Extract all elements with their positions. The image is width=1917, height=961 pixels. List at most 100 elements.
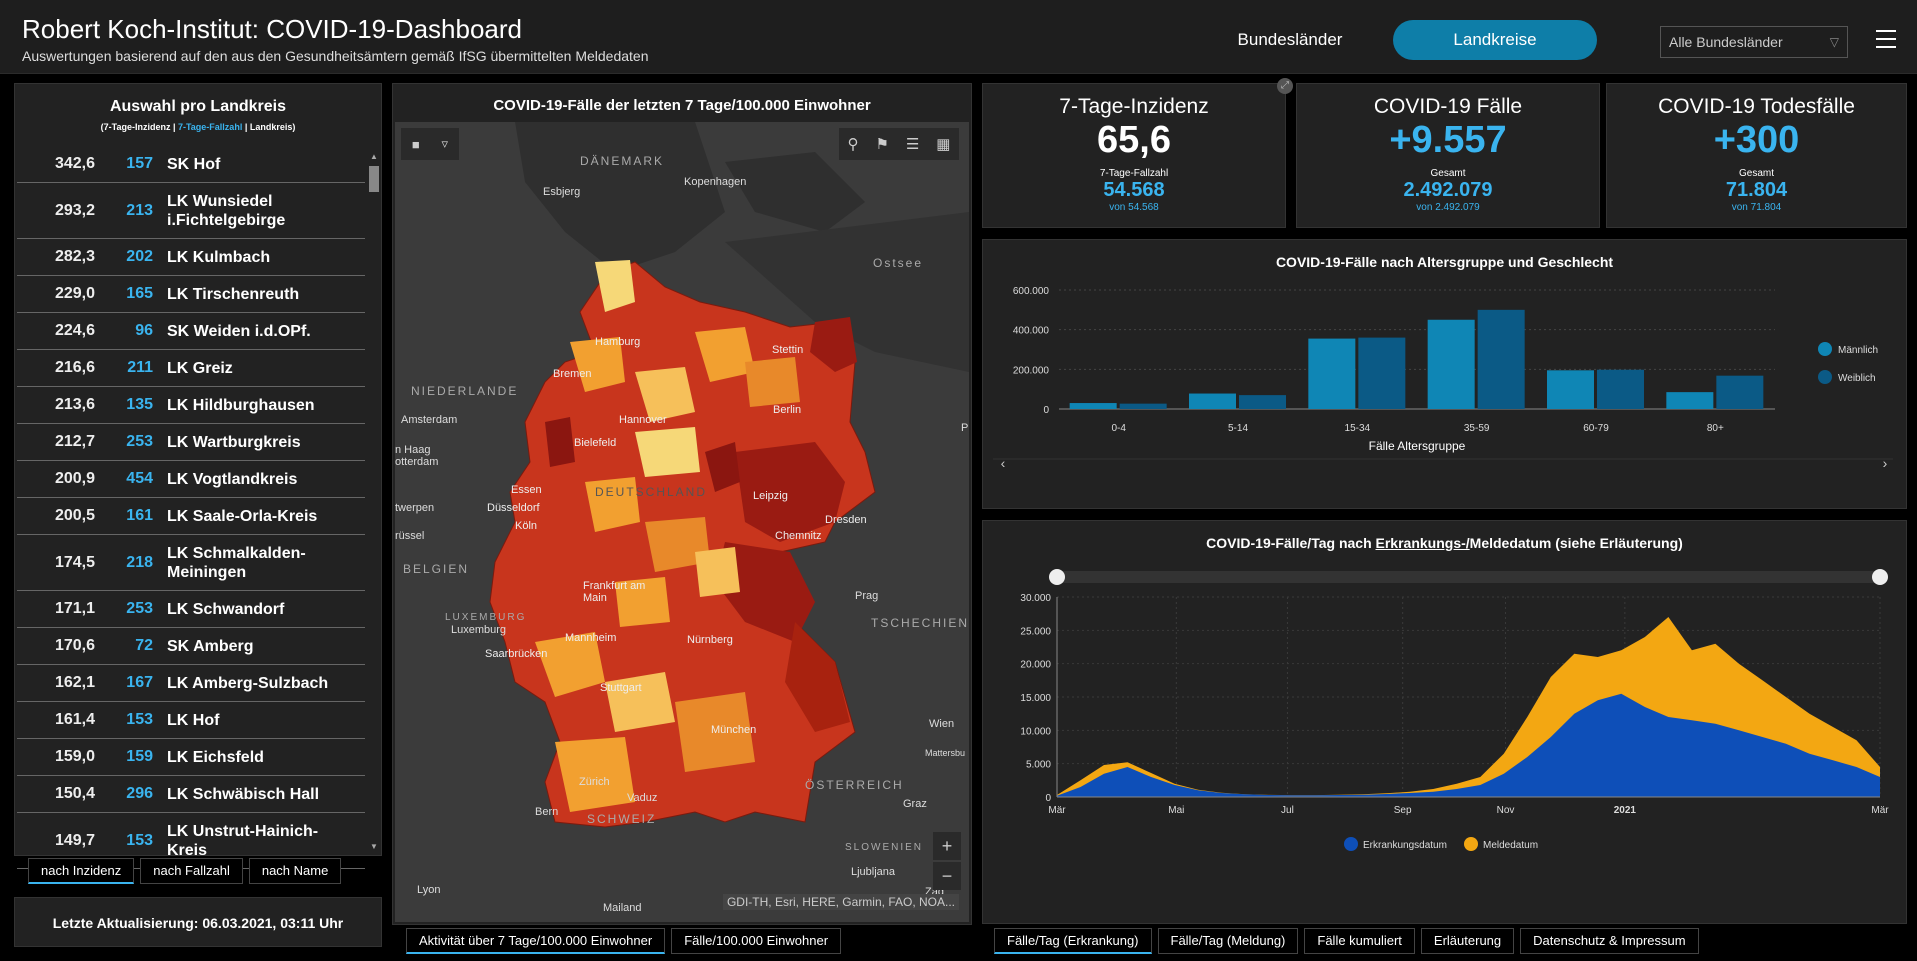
list-item[interactable]: 174,5 218 LK Schmalkalden-Meiningen bbox=[17, 535, 365, 591]
map-label-p: P bbox=[961, 422, 969, 434]
map-label-den-haag: n Haag bbox=[395, 444, 431, 456]
kpi-inzidenz-main: 65,6 bbox=[1097, 119, 1171, 161]
tab-faelle-kumuliert[interactable]: Fälle kumuliert bbox=[1304, 928, 1415, 954]
tab-datenschutz[interactable]: Datenschutz & Impressum bbox=[1520, 928, 1699, 954]
bookmark-icon[interactable]: ⚑ bbox=[875, 136, 889, 153]
list-item-inzidenz: 224,6 bbox=[54, 322, 95, 339]
bundesland-select-value: Alle Bundesländer bbox=[1669, 34, 1783, 50]
list-item-fallzahl: 159 bbox=[126, 748, 153, 765]
expand-icon[interactable]: ⤢ bbox=[1277, 78, 1293, 94]
tab-nach-inzidenz[interactable]: nach Inzidenz bbox=[28, 858, 135, 884]
list-item-inzidenz: 293,2 bbox=[54, 201, 95, 219]
list-icon[interactable]: ☰ bbox=[905, 136, 920, 153]
list-scrollbar[interactable]: ▲ ▼ bbox=[367, 150, 381, 853]
bar-weiblich bbox=[1358, 337, 1406, 409]
list-item[interactable]: 342,6 157 SK Hof bbox=[17, 146, 365, 183]
list-item-fallzahl: 202 bbox=[126, 248, 153, 265]
list-item[interactable]: 149,7 153 LK Unstrut-Hainich-Kreis bbox=[17, 813, 365, 869]
kpi-todesfaelle-von: von 71.804 bbox=[1731, 202, 1782, 213]
list-item[interactable]: 200,5 161 LK Saale-Orla-Kreis bbox=[17, 498, 365, 535]
bar-weiblich bbox=[1477, 309, 1525, 409]
map-label-esbjerg: Esbjerg bbox=[543, 186, 581, 198]
nav-bundeslaender-button[interactable]: Bundesländer bbox=[1237, 30, 1343, 49]
list-item[interactable]: 162,1 167 LK Amberg-Sulzbach bbox=[17, 665, 365, 702]
list-item-name: SK Amberg bbox=[167, 637, 254, 655]
menu-icon[interactable] bbox=[1876, 30, 1896, 48]
map-label-oesterreich: ÖSTERREICH bbox=[805, 778, 904, 792]
list-item-fallzahl: 165 bbox=[126, 285, 153, 302]
map-label-ljubljana: Ljubljana bbox=[851, 866, 896, 878]
chevron-left-icon: ‹ bbox=[1001, 455, 1006, 471]
list-item-fallzahl: 135 bbox=[126, 396, 153, 413]
map-label-duesseldorf: Düsseldorf bbox=[487, 502, 540, 514]
map-label-luxemburg-country: LUXEMBURG bbox=[445, 612, 527, 623]
tab-nach-name[interactable]: nach Name bbox=[248, 858, 342, 884]
list-item-fallzahl: 218 bbox=[126, 553, 153, 571]
y-tick-label: 10.000 bbox=[1020, 726, 1051, 737]
zoom-in-icon[interactable]: + bbox=[933, 832, 961, 860]
map-panel: COVID-19-Fälle der letzten 7 Tage/100.00… bbox=[392, 83, 972, 925]
chevron-down-icon[interactable]: ▿ bbox=[441, 136, 449, 151]
list-item-name: LK Hildburghausen bbox=[167, 396, 315, 414]
map-attribution[interactable]: GDI-TH, Esri, HERE, Garmin, FAO, NOA... bbox=[722, 894, 959, 910]
map-label-belgien: BELGIEN bbox=[403, 562, 470, 576]
map-label-bielefeld: Bielefeld bbox=[574, 437, 617, 449]
list-item[interactable]: 170,6 72 SK Amberg bbox=[17, 628, 365, 665]
list-item[interactable]: 282,3 202 LK Kulmbach bbox=[17, 239, 365, 276]
list-item-name: LK Unstrut-Hainich-Kreis bbox=[167, 822, 319, 859]
list-item[interactable]: 200,9 454 LK Vogtlandkreis bbox=[17, 461, 365, 498]
list-item[interactable]: 216,6 211 LK Greiz bbox=[17, 350, 365, 387]
legend-swatch bbox=[1818, 342, 1832, 356]
landkreis-list: 342,6 157 SK Hof 293,2 213 LK Wunsiedel i.Fic… bbox=[17, 146, 365, 869]
list-item-inzidenz: 150,4 bbox=[54, 785, 95, 802]
list-item-inzidenz: 161,4 bbox=[54, 711, 95, 728]
list-item[interactable]: 161,4 153 LK Hof bbox=[17, 702, 365, 739]
tab-faelle-100000[interactable]: Fälle/100.000 Einwohner bbox=[671, 928, 842, 954]
tab-faelle-tag-meldung[interactable]: Fälle/Tag (Meldung) bbox=[1157, 928, 1299, 954]
kpi-inzidenz-label: 7-Tage-Fallzahl bbox=[1099, 168, 1169, 179]
list-item-inzidenz: 216,6 bbox=[54, 359, 95, 376]
basemap-gallery-icon[interactable]: ▦ bbox=[936, 136, 951, 153]
scroll-down-icon[interactable]: ▼ bbox=[370, 842, 378, 851]
scroll-up-icon[interactable]: ▲ bbox=[370, 152, 378, 161]
range-handle-left bbox=[1049, 569, 1065, 585]
nav-landkreise-button[interactable]: Landkreise bbox=[1393, 20, 1597, 60]
y-tick-label: 20.000 bbox=[1020, 660, 1051, 671]
list-item[interactable]: 159,0 159 LK Eichsfeld bbox=[17, 739, 365, 776]
search-icon[interactable]: ⚲ bbox=[847, 136, 859, 153]
bundesland-select[interactable]: Alle Bundesländer ▽ bbox=[1660, 26, 1848, 58]
map-label-muenchen: München bbox=[711, 724, 757, 736]
list-subtitle: (7-Tage-Inzidenz | 7-Tage-Fallzahl | Lan… bbox=[100, 122, 296, 132]
legend-label: Meldedatum bbox=[1483, 840, 1538, 851]
choropleth-map[interactable]: DÄNEMARK Kopenhagen Esbjerg Ostsee Hambu… bbox=[395, 122, 969, 922]
legend-swatch bbox=[1818, 370, 1832, 384]
select-tool-icon[interactable]: ■ bbox=[411, 136, 420, 152]
zoom-out-icon[interactable]: − bbox=[933, 862, 961, 890]
kpi-todesfaelle: COVID-19 Todesfälle +300 Gesamt 71.804 v… bbox=[1606, 83, 1907, 228]
legend-label: Männlich bbox=[1838, 345, 1878, 356]
list-item[interactable]: 171,1 253 LK Schwandorf bbox=[17, 591, 365, 628]
list-item[interactable]: 293,2 213 LK Wunsiedel i.Fichtelgebirge bbox=[17, 183, 365, 239]
tab-erlaeuterung[interactable]: Erläuterung bbox=[1420, 928, 1515, 954]
map-label-chemnitz: Chemnitz bbox=[775, 530, 822, 542]
map-label-stuttgart: Stuttgart bbox=[600, 682, 642, 694]
list-item[interactable]: 213,6 135 LK Hildburghausen bbox=[17, 387, 365, 424]
tab-faelle-tag-erkrankung[interactable]: Fälle/Tag (Erkrankung) bbox=[994, 928, 1152, 954]
map-label-mailand: Mailand bbox=[603, 902, 642, 914]
kpi-faelle-main: +9.557 bbox=[1389, 119, 1507, 161]
list-item-inzidenz: 282,3 bbox=[54, 248, 95, 265]
list-item[interactable]: 150,4 296 LK Schwäbisch Hall bbox=[17, 776, 365, 813]
daily-chart: 0 5.000 10.000 15.000 20.000 25.000 30.000 Mär M… bbox=[1020, 569, 1889, 851]
scrollbar-thumb[interactable] bbox=[369, 166, 379, 192]
kpi-faelle-von: von 2.492.079 bbox=[1416, 202, 1480, 213]
x-tick-label: Mär bbox=[1048, 805, 1066, 816]
list-item[interactable]: 212,7 253 LK Wartburgkreis bbox=[17, 424, 365, 461]
bar-männlich bbox=[1308, 338, 1356, 409]
list-item[interactable]: 229,0 165 LK Tirschenreuth bbox=[17, 276, 365, 313]
list-item[interactable]: 224,6 96 SK Weiden i.d.OPf. bbox=[17, 313, 365, 350]
tab-nach-fallzahl[interactable]: nach Fallzahl bbox=[140, 858, 243, 884]
tab-aktivitaet-7-tage[interactable]: Aktivität über 7 Tage/100.000 Einwohner bbox=[406, 928, 666, 954]
map-label-lyon: Lyon bbox=[417, 884, 441, 896]
map-label-schweiz: SCHWEIZ bbox=[587, 812, 657, 826]
list-item-fallzahl: 454 bbox=[126, 470, 153, 487]
